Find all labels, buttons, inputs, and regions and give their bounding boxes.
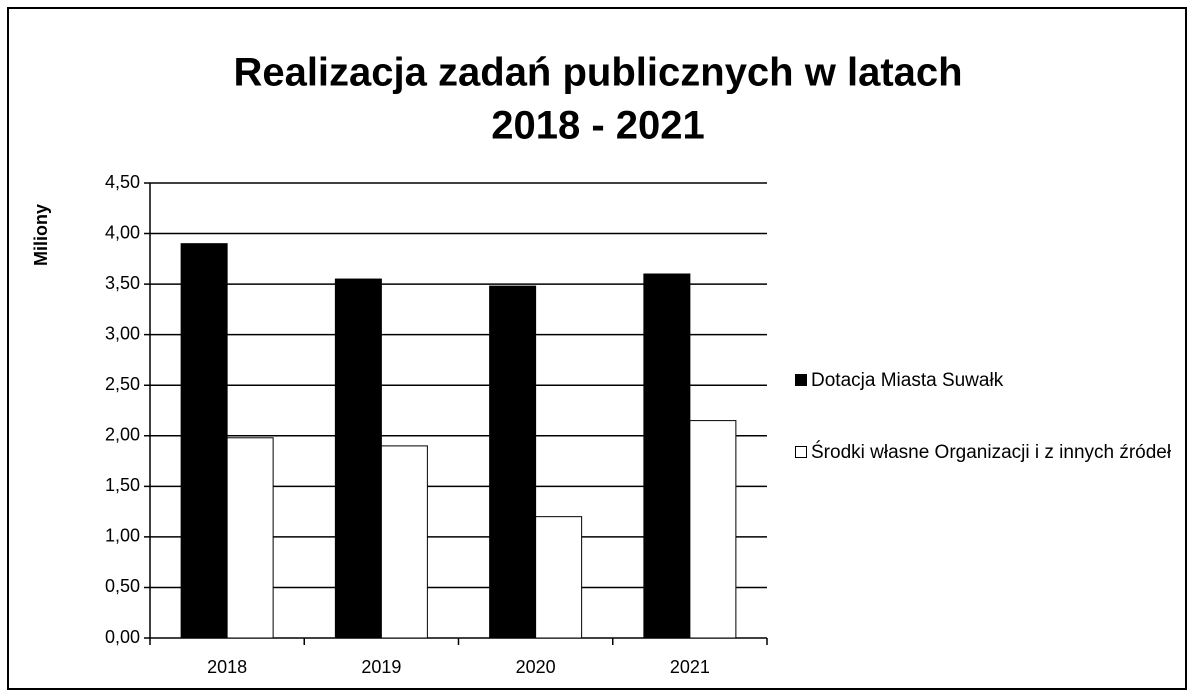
legend-item: Dotacja Miasta Suwałk: [795, 368, 1185, 394]
y-tick-label: 1,00: [105, 526, 140, 546]
legend-label: Środki własne Organizacji i z innych źró…: [811, 442, 1172, 463]
bar: [643, 273, 691, 639]
y-tick-label: 2,00: [105, 425, 140, 445]
bar: [689, 420, 737, 639]
y-tick-label: 2,50: [105, 374, 140, 394]
legend-label: Dotacja Miasta Suwałk: [811, 370, 1004, 391]
y-tick-label: 4,00: [105, 222, 140, 242]
bar: [535, 516, 583, 639]
chart-title: Realizacja zadań publicznych w latach: [233, 51, 962, 95]
y-tick-label: 1,50: [105, 475, 140, 495]
bar: [380, 445, 428, 639]
legend-swatch: [795, 374, 807, 386]
y-tick-label: 0,00: [105, 627, 140, 647]
legend-swatch: [795, 446, 807, 458]
y-axis-label: Miliony: [31, 204, 51, 266]
y-tick-label: 0,50: [105, 576, 140, 596]
bar: [180, 243, 228, 639]
legend-item: Środki własne Organizacji i z innych źró…: [795, 440, 1185, 466]
x-tick-label: 2021: [670, 657, 710, 677]
x-tick-label: 2019: [361, 657, 401, 677]
bar: [489, 285, 537, 639]
x-tick-label: 2018: [207, 657, 247, 677]
y-tick-label: 4,50: [105, 172, 140, 192]
y-tick-label: 3,00: [105, 323, 140, 343]
y-tick-label: 3,50: [105, 273, 140, 293]
chart-border: [7, 7, 1187, 690]
x-tick-label: 2020: [516, 657, 556, 677]
bar: [334, 278, 382, 639]
chart-title: 2018 - 2021: [491, 104, 705, 148]
bar: [226, 437, 274, 639]
